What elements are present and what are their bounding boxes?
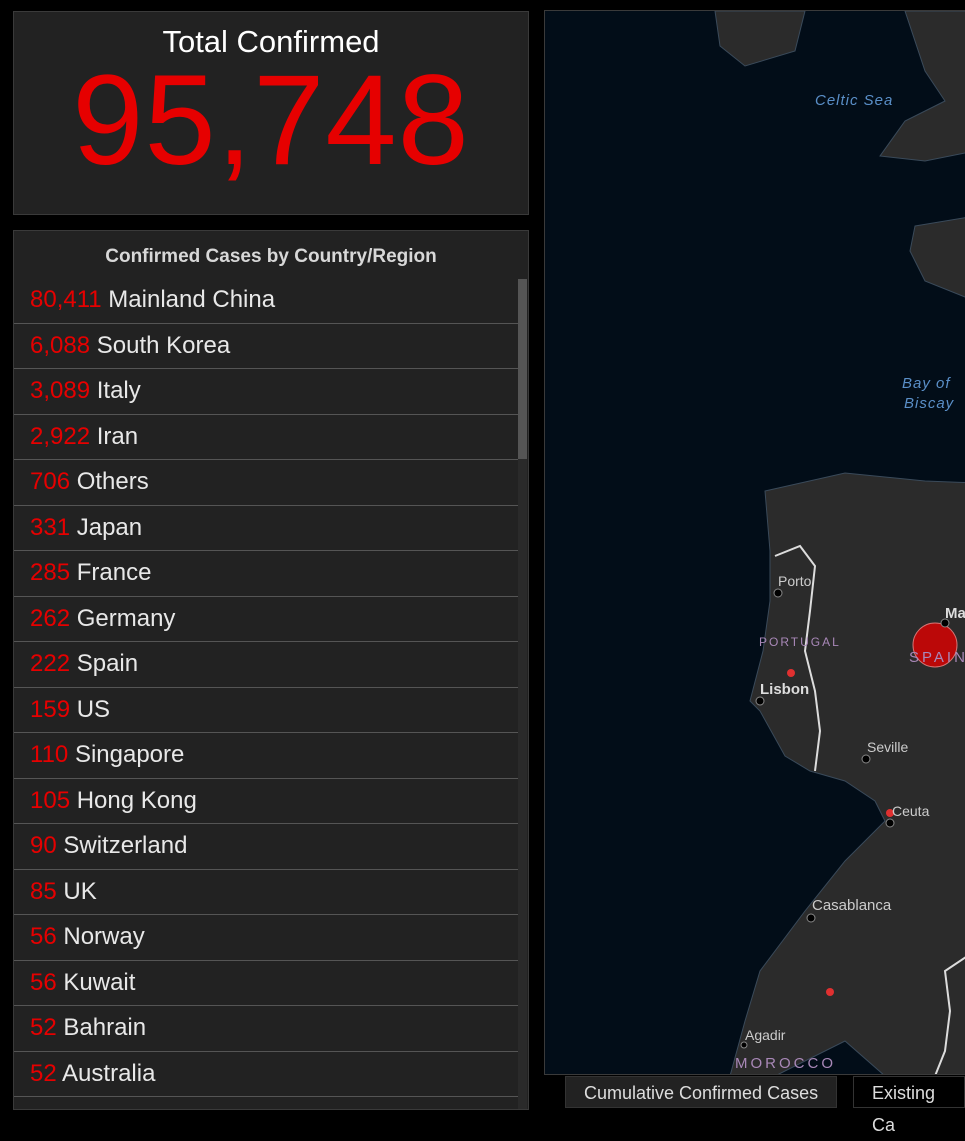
- land-iberia-morocco: [730, 472, 965, 1074]
- total-confirmed-value: 95,748: [72, 49, 470, 192]
- case-count: 85: [30, 877, 57, 905]
- list-item[interactable]: 706 Others: [14, 460, 518, 506]
- list-item[interactable]: 285 France: [14, 551, 518, 597]
- list-item[interactable]: 222 Spain: [14, 642, 518, 688]
- country-name: Italy: [96, 377, 141, 404]
- border-morocco-algeria: [934, 956, 965, 1074]
- list-item[interactable]: 90 Switzerland: [14, 824, 518, 870]
- list-item[interactable]: 85 UK: [14, 870, 518, 915]
- tab-existing-cases[interactable]: Existing Ca: [853, 1076, 965, 1135]
- country-name: Singapore: [74, 741, 185, 768]
- country-name: Spain: [76, 650, 139, 677]
- land-ireland: [714, 11, 806, 67]
- country-name: US: [76, 695, 111, 723]
- case-count: 222: [30, 650, 71, 677]
- list-item[interactable]: 159 US: [14, 688, 518, 733]
- case-count: 6,088: [30, 331, 91, 359]
- label-portugal: PORTUGAL: [759, 635, 841, 649]
- list-item[interactable]: 110 Singapore: [14, 733, 518, 779]
- list-item[interactable]: 6,088 South Korea: [14, 324, 518, 369]
- country-name: Australia: [62, 1059, 156, 1087]
- case-count: 3,089: [30, 377, 91, 404]
- border-portugal-spain: [774, 544, 822, 772]
- label-morocco: MOROCCO: [735, 1055, 836, 1072]
- case-count: 262: [30, 604, 71, 632]
- country-name: South Korea: [96, 331, 231, 359]
- case-count: 105: [30, 786, 71, 814]
- list-item[interactable]: 262 Germany: [14, 597, 518, 642]
- total-confirmed-panel: Total Confirmed 95,748: [13, 11, 529, 215]
- list-item[interactable]: 2,922 Iran: [14, 415, 518, 460]
- land-brittany: [909, 217, 965, 298]
- country-name: Hong Kong: [76, 786, 197, 814]
- country-name: Bahrain: [63, 1014, 147, 1041]
- label-biscay-2: Biscay: [904, 395, 955, 412]
- land-britain: [879, 11, 965, 162]
- case-count: 56: [30, 968, 57, 996]
- label-casablanca: Casablanca: [812, 897, 892, 914]
- label-madrid: Ma: [945, 605, 965, 622]
- case-marker-portugal: [787, 669, 795, 677]
- country-name: Germany: [76, 604, 176, 632]
- country-name: Kuwait: [63, 968, 136, 996]
- scrollbar[interactable]: [518, 279, 527, 1109]
- list-item[interactable]: 80,411 Mainland China: [14, 278, 518, 324]
- country-name: Norway: [63, 923, 145, 950]
- label-agadir: Agadir: [745, 1027, 786, 1043]
- country-name: Japan: [76, 513, 143, 541]
- case-count: 706: [30, 468, 71, 495]
- map-view[interactable]: Celtic Sea Bay of Biscay Porto PORTUGAL …: [544, 10, 965, 1075]
- country-name: Switzerland: [63, 832, 188, 859]
- list-item[interactable]: 56 Kuwait: [14, 961, 518, 1006]
- country-list-title: Confirmed Cases by Country/Region: [105, 246, 437, 267]
- case-count: 90: [30, 832, 57, 859]
- country-name: France: [76, 559, 152, 586]
- country-list-panel: Confirmed Cases by Country/Region 80,411…: [13, 230, 529, 1110]
- list-item[interactable]: 52 Australia: [14, 1052, 518, 1097]
- case-count: 285: [30, 559, 71, 586]
- list-item[interactable]: 56 Norway: [14, 915, 518, 961]
- country-name: Others: [76, 468, 149, 495]
- case-count: 110: [30, 741, 69, 768]
- list-item[interactable]: 52 Bahrain: [14, 1006, 518, 1052]
- case-count: 331: [30, 513, 71, 541]
- country-name: Iran: [96, 422, 139, 450]
- list-item[interactable]: 105 Hong Kong: [14, 779, 518, 824]
- tab-cumulative-confirmed[interactable]: Cumulative Confirmed Cases: [565, 1076, 838, 1108]
- case-count: 2,922: [30, 422, 91, 450]
- case-count: 80,411: [30, 286, 102, 313]
- case-marker-spain: [912, 622, 958, 668]
- label-porto: Porto: [778, 573, 812, 589]
- case-marker-ceuta: [886, 809, 894, 817]
- label-spain: SPAIN: [909, 649, 965, 666]
- country-name: Mainland China: [108, 286, 276, 313]
- country-name: UK: [63, 877, 97, 905]
- list-item[interactable]: 3,089 Italy: [14, 369, 518, 415]
- case-count: 159: [30, 695, 71, 723]
- case-count: 56: [30, 923, 57, 950]
- label-biscay-1: Bay of: [902, 375, 951, 392]
- label-celtic-sea: Celtic Sea: [815, 92, 894, 109]
- label-lisbon: Lisbon: [760, 681, 810, 698]
- scrollbar-thumb[interactable]: [518, 279, 527, 459]
- label-seville: Seville: [867, 739, 909, 755]
- case-marker-morocco: [826, 988, 834, 996]
- list-item[interactable]: 331 Japan: [14, 506, 518, 551]
- case-count: 52: [30, 1059, 57, 1087]
- total-confirmed-title: Total Confirmed: [162, 24, 380, 59]
- map-canvas[interactable]: [545, 11, 965, 1075]
- label-ceuta: Ceuta: [892, 803, 930, 819]
- case-count: 52: [30, 1014, 57, 1041]
